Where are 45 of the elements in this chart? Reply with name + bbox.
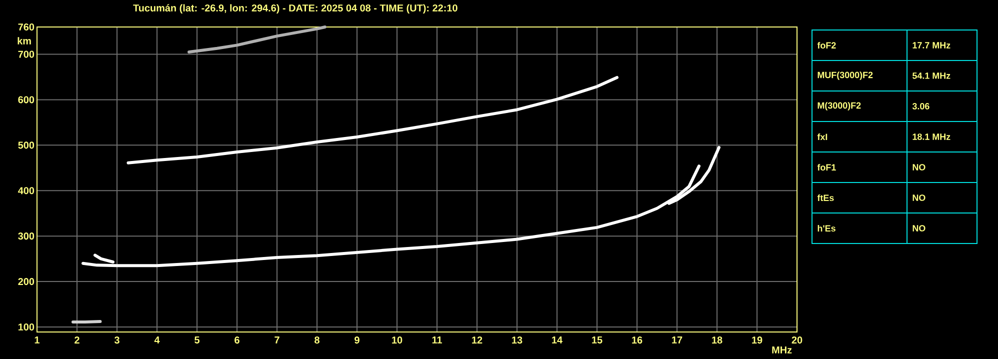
x-tick-label: 6 [234, 336, 240, 344]
text: ftEs [817, 194, 834, 202]
x-tick-label: 15 [592, 336, 602, 344]
x-tick-label: 10 [392, 336, 402, 344]
x-tick-label: 4 [154, 336, 160, 344]
y-tick-label: 700 [18, 50, 34, 58]
x-tick-label: 16 [632, 336, 642, 344]
y-tick-label: 760 [18, 23, 34, 31]
text: foF1 [817, 164, 836, 171]
x-tick-label: 19 [752, 336, 762, 344]
x-tick-label: 17 [672, 336, 682, 344]
text: M(3000)F2 [818, 102, 861, 110]
x-tick-label: 18 [712, 336, 722, 344]
x-tick-label: 13 [512, 336, 522, 344]
text: fxI [817, 133, 828, 140]
text: foF2 [817, 42, 836, 49]
chart-title: Tucumán (lat: -26.9, lon: 294.6) - DATE: 2025 04 08 - TIME (UT): 22:10 [133, 4, 458, 14]
text: 54.1 MHz [912, 72, 950, 79]
text: h'Es [818, 224, 836, 232]
x-tick-label: 11 [432, 336, 442, 344]
x-tick-label: 8 [314, 336, 320, 344]
text: MUF(3000)F2 [818, 72, 873, 80]
text: 17.7 MHz [912, 42, 950, 48]
x-tick-label: 12 [472, 336, 482, 344]
y-tick-label: 600 [18, 96, 34, 104]
text: NO [912, 164, 926, 170]
x-tick-label: 7 [274, 336, 280, 344]
x-tick-label: 3 [114, 336, 120, 344]
x-tick-label: 20 [792, 336, 802, 344]
y-tick-label: 100 [18, 323, 34, 331]
x-tick-label: 14 [552, 336, 562, 344]
y-axis-title: km [18, 37, 31, 44]
text: NO [912, 225, 926, 232]
x-tick-label: 1 [34, 336, 40, 344]
x-tick-label: 9 [354, 336, 360, 344]
text: NO [912, 194, 926, 201]
x-tick-label: 5 [194, 336, 200, 344]
y-tick-label: 500 [18, 142, 34, 149]
text: 18.1 MHz [912, 134, 950, 140]
y-tick-label: 200 [18, 278, 34, 286]
y-tick-label: 300 [18, 232, 34, 240]
y-tick-label: 400 [18, 187, 34, 194]
text: 3.06 [912, 103, 930, 110]
x-tick-label: 2 [74, 336, 80, 344]
x-axis-title: MHz [772, 346, 792, 354]
